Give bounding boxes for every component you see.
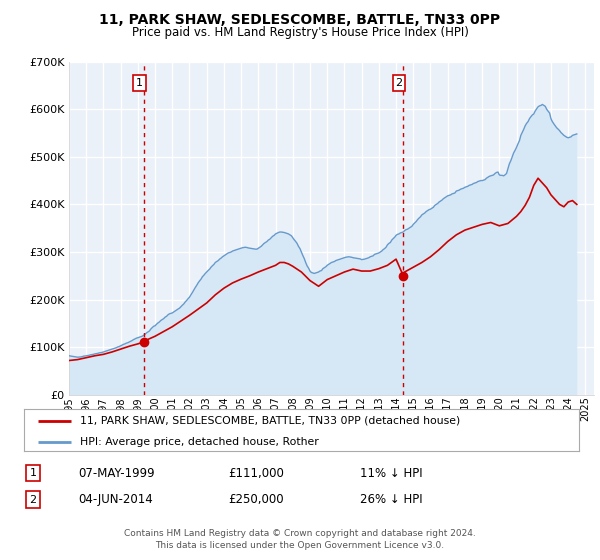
Text: Price paid vs. HM Land Registry's House Price Index (HPI): Price paid vs. HM Land Registry's House …	[131, 26, 469, 39]
Text: This data is licensed under the Open Government Licence v3.0.: This data is licensed under the Open Gov…	[155, 542, 445, 550]
Text: 04-JUN-2014: 04-JUN-2014	[78, 493, 153, 506]
Text: 2: 2	[395, 78, 403, 88]
Text: 11% ↓ HPI: 11% ↓ HPI	[360, 466, 422, 480]
Text: 26% ↓ HPI: 26% ↓ HPI	[360, 493, 422, 506]
Text: 2: 2	[29, 494, 37, 505]
Text: HPI: Average price, detached house, Rother: HPI: Average price, detached house, Roth…	[79, 437, 318, 446]
Text: £250,000: £250,000	[228, 493, 284, 506]
Text: £111,000: £111,000	[228, 466, 284, 480]
Text: 1: 1	[29, 468, 37, 478]
Text: 11, PARK SHAW, SEDLESCOMBE, BATTLE, TN33 0PP: 11, PARK SHAW, SEDLESCOMBE, BATTLE, TN33…	[100, 13, 500, 27]
Text: Contains HM Land Registry data © Crown copyright and database right 2024.: Contains HM Land Registry data © Crown c…	[124, 529, 476, 538]
Text: 07-MAY-1999: 07-MAY-1999	[78, 466, 155, 480]
Text: 11, PARK SHAW, SEDLESCOMBE, BATTLE, TN33 0PP (detached house): 11, PARK SHAW, SEDLESCOMBE, BATTLE, TN33…	[79, 416, 460, 426]
Text: 1: 1	[136, 78, 143, 88]
